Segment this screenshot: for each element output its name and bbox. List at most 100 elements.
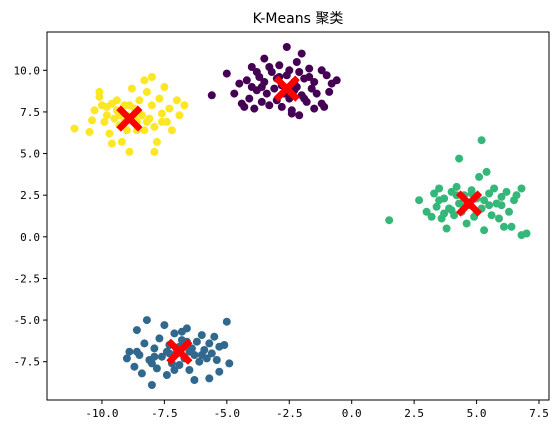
x-tick-label: 5.0 [467,407,487,420]
data-point-cluster-2 [497,201,506,210]
data-point-cluster-3 [155,334,164,343]
data-point-cluster-1 [122,126,131,135]
data-point-cluster-0 [230,89,239,98]
data-point-cluster-3 [207,349,216,358]
data-point-cluster-3 [192,337,201,346]
centroid-marker [116,105,143,132]
x-tick-label: 7.5 [529,407,549,420]
data-point-cluster-3 [205,339,214,348]
data-point-cluster-0 [317,66,326,75]
data-point-cluster-2 [497,192,506,201]
data-point-cluster-0 [270,84,279,93]
data-point-cluster-0 [260,54,269,63]
data-point-cluster-0 [250,104,259,113]
data-point-cluster-2 [455,154,464,163]
data-point-cluster-0 [222,69,231,78]
data-point-cluster-3 [130,362,139,371]
data-point-cluster-0 [240,102,249,111]
data-point-cluster-1 [180,101,189,110]
data-point-cluster-1 [152,137,161,146]
data-point-cluster-0 [275,61,284,70]
data-point-cluster-0 [300,94,309,103]
data-point-cluster-2 [435,196,444,205]
data-point-cluster-3 [162,371,171,379]
data-point-cluster-3 [160,321,169,330]
data-point-cluster-1 [157,117,166,126]
data-point-cluster-0 [297,49,306,58]
data-point-cluster-0 [235,79,244,88]
data-point-cluster-2 [480,226,489,235]
data-point-cluster-2 [447,206,456,215]
data-point-cluster-3 [122,354,131,363]
data-point-cluster-2 [432,202,441,211]
data-point-cluster-1 [150,122,159,131]
data-point-cluster-0 [310,104,319,113]
data-point-cluster-0 [257,97,266,106]
data-point-cluster-1 [70,124,79,133]
data-point-cluster-0 [207,91,216,100]
data-point-cluster-0 [295,111,304,120]
data-point-cluster-3 [222,317,231,326]
x-tick-label: 2.5 [404,407,424,420]
data-point-cluster-3 [140,339,149,348]
data-point-cluster-3 [152,364,161,373]
data-point-cluster-1 [140,126,149,135]
y-tick-label: 10.0 [14,64,41,77]
data-point-cluster-0 [325,87,334,96]
data-point-cluster-1 [117,137,126,146]
data-point-cluster-3 [225,359,234,368]
y-axis: -7.5 -5.0 -2.5 0.0 2.5 5.0 7.5 10.0 [14,64,47,369]
data-point-cluster-1 [135,96,144,105]
data-point-cluster-1 [107,139,116,148]
data-point-cluster-3 [147,381,156,389]
data-point-cluster-0 [247,63,256,71]
centroid-layer [116,75,483,365]
data-point-cluster-2 [495,214,503,223]
data-point-cluster-2 [430,189,439,198]
y-tick-label: 0.0 [20,231,40,244]
data-point-cluster-2 [415,196,424,205]
data-point-cluster-0 [317,99,326,108]
data-point-cluster-3 [170,329,179,338]
data-point-cluster-1 [125,147,134,156]
data-point-cluster-1 [95,92,104,101]
data-point-cluster-3 [177,327,186,336]
x-tick-label: -7.5 [151,407,178,420]
y-tick-label: 5.0 [20,148,40,161]
data-point-cluster-3 [170,366,179,374]
data-point-cluster-1 [147,73,156,81]
data-point-cluster-3 [215,367,224,376]
data-point-cluster-0 [322,71,331,80]
data-point-cluster-2 [487,211,496,220]
data-point-cluster-1 [137,111,146,120]
centroid-marker [455,190,483,217]
data-point-cluster-3 [132,326,141,335]
data-point-cluster-1 [172,96,181,105]
data-point-cluster-2 [512,191,521,200]
chart-title: K-Means 聚类 [253,11,344,27]
data-point-cluster-2 [477,136,486,145]
data-point-cluster-0 [265,101,274,110]
data-point-cluster-3 [195,357,204,366]
data-point-cluster-2 [435,184,444,193]
data-point-cluster-0 [310,78,319,86]
data-point-cluster-0 [242,76,251,85]
data-point-cluster-3 [132,347,141,356]
data-point-cluster-2 [442,224,451,233]
data-point-cluster-2 [422,207,431,216]
data-point-cluster-0 [262,89,271,98]
data-point-cluster-2 [385,216,394,225]
data-point-cluster-2 [500,222,508,231]
plot-frame [46,31,550,401]
y-tick-label: -7.5 [14,356,41,369]
data-point-cluster-1 [102,111,111,120]
data-point-cluster-1 [142,117,151,126]
data-point-cluster-2 [490,184,499,193]
data-point-cluster-1 [88,116,96,125]
data-point-cluster-3 [150,352,159,361]
data-point-cluster-3 [215,342,224,351]
data-point-cluster-1 [100,117,109,126]
data-point-cluster-2 [517,184,526,193]
data-point-cluster-3 [137,369,146,378]
